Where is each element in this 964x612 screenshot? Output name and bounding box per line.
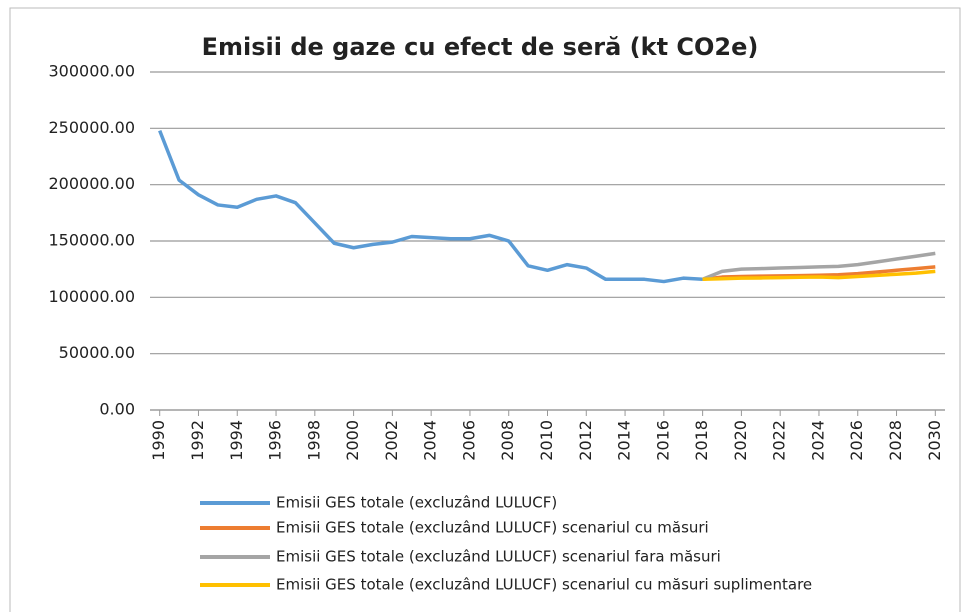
x-tick-label: 2026 xyxy=(847,420,866,461)
chart-frame xyxy=(9,7,961,612)
legend-label: Emisii GES totale (excluzând LULUCF) xyxy=(276,494,557,512)
y-tick-label: 0.00 xyxy=(99,400,135,419)
y-tick-label: 50000.00 xyxy=(59,343,135,362)
x-tick-label: 2004 xyxy=(421,420,440,461)
x-tick-label: 2030 xyxy=(925,420,944,461)
series-line xyxy=(701,251,936,281)
series-line xyxy=(702,269,936,282)
series-line xyxy=(158,129,703,284)
x-tick-label: 2024 xyxy=(808,420,827,461)
legend-label: Emisii GES totale (excluzând LULUCF) sce… xyxy=(276,519,709,537)
x-tick-label: 2020 xyxy=(731,420,750,461)
x-tick-label: 1990 xyxy=(149,420,168,461)
x-tick-label: 2012 xyxy=(576,420,595,461)
x-tick-label: 1998 xyxy=(304,420,323,461)
x-tick-label: 2010 xyxy=(537,420,556,461)
x-tick-label: 1992 xyxy=(188,420,207,461)
legend-label: Emisii GES totale (excluzând LULUCF) sce… xyxy=(276,548,721,566)
x-tick-label: 2000 xyxy=(343,420,362,461)
y-tick-label: 200000.00 xyxy=(48,174,135,193)
x-tick-label: 2008 xyxy=(498,420,517,461)
x-tick-label: 2018 xyxy=(692,420,711,461)
legend-label: Emisii GES totale (excluzând LULUCF) sce… xyxy=(276,576,812,594)
x-tick-label: 1996 xyxy=(266,420,285,461)
x-tick-label: 1994 xyxy=(227,420,246,461)
x-tick-label: 2016 xyxy=(653,420,672,461)
x-tick-label: 2014 xyxy=(615,420,634,461)
x-tick-label: 2002 xyxy=(382,420,401,461)
chart-title: Emisii de gaze cu efect de seră (kt CO2e… xyxy=(202,33,759,61)
x-tick-label: 2028 xyxy=(886,420,905,461)
y-tick-label: 150000.00 xyxy=(48,231,135,250)
y-tick-label: 100000.00 xyxy=(48,287,135,306)
x-tick-label: 2022 xyxy=(770,420,789,461)
y-tick-label: 250000.00 xyxy=(48,118,135,137)
x-tick-label: 2006 xyxy=(459,420,478,461)
y-tick-label: 300000.00 xyxy=(48,62,135,81)
